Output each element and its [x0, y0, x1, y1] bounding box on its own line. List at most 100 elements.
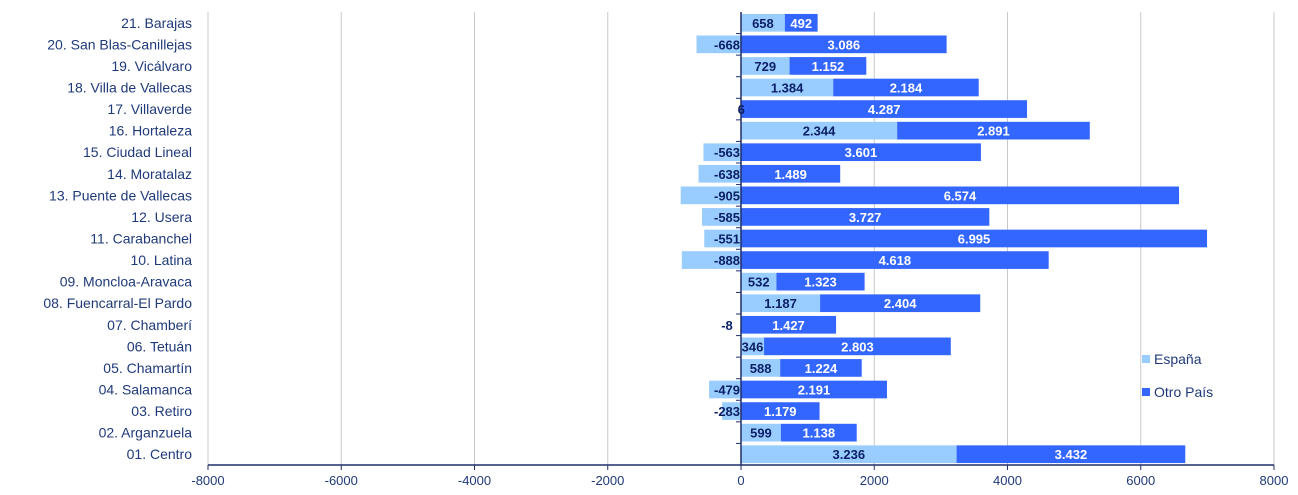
category-label: 11. Carabanchel [90, 231, 192, 247]
category-label: 20. San Blas-Canillejas [47, 36, 192, 52]
data-label-espana: 532 [748, 275, 770, 290]
data-label-espana: 1.384 [771, 81, 804, 96]
bar-otro-pais [741, 402, 820, 420]
data-label-espana: -585 [714, 210, 740, 225]
data-label-espana: 2.344 [803, 124, 836, 139]
data-label-otro-pais: 1.152 [812, 59, 845, 74]
x-tick-label: 8000 [1260, 473, 1289, 488]
bar-espana [703, 143, 741, 162]
x-tick-label: 4000 [993, 473, 1022, 488]
data-label-otro-pais: 1.179 [764, 404, 797, 419]
data-label-otro-pais: 1.427 [772, 318, 805, 333]
bar-otro-pais [741, 186, 1179, 205]
category-label: 16. Hortaleza [109, 123, 192, 139]
data-label-espana: -888 [714, 253, 740, 268]
data-label-otro-pais: 2.184 [890, 81, 923, 96]
data-label-otro-pais: 1.323 [804, 275, 837, 290]
data-label-espana: -551 [714, 232, 740, 247]
bar-espana [722, 402, 741, 420]
bar-otro-pais [741, 164, 841, 183]
category-label: 15. Ciudad Lineal [83, 144, 192, 160]
category-label: 09. Moncloa-Aravaca [60, 274, 193, 290]
category-label: 05. Chamartín [103, 360, 192, 376]
data-label-espana: -8 [721, 318, 733, 333]
data-label-espana: 729 [754, 59, 776, 74]
bar-espana [741, 423, 781, 442]
bar-otro-pais [956, 445, 1186, 464]
data-label-espana: -563 [714, 145, 740, 160]
data-label-otro-pais: 1.224 [805, 361, 838, 376]
bar-otro-pais [784, 13, 818, 32]
bar-otro-pais [741, 100, 1028, 118]
data-label-espana: -479 [714, 383, 740, 398]
data-label-espana: -638 [714, 167, 740, 182]
data-label-espana: -283 [714, 404, 740, 419]
category-label: 07. Chamberí [107, 317, 192, 333]
x-tick-label: -8000 [191, 473, 224, 488]
category-label: 01. Centro [127, 446, 193, 462]
bar-espana [741, 121, 898, 140]
data-label-otro-pais: 3.601 [845, 145, 878, 160]
bar-espana [741, 445, 957, 464]
bar-otro-pais [789, 57, 867, 75]
bar-espana [741, 294, 821, 313]
bar-otro-pais [741, 35, 947, 54]
bar-otro-pais [741, 380, 887, 399]
data-label-otro-pais: 1.138 [803, 426, 836, 441]
bar-espana [704, 229, 741, 248]
bar-otro-pais [897, 121, 1090, 140]
bar-otro-pais [764, 337, 951, 356]
data-label-espana: 588 [750, 361, 772, 376]
bar-espana [709, 380, 741, 399]
bars [680, 13, 1208, 464]
data-labels: 3.236 3.432 599 1.138 -283 1.179 -479 2.191 588 1… [714, 16, 1087, 462]
x-tick-label: -2000 [591, 473, 624, 488]
category-label: 21. Barajas [121, 15, 192, 31]
category-label: 02. Arganzuela [99, 425, 193, 441]
bar-otro-pais [833, 78, 979, 97]
bar-espana [741, 272, 777, 291]
data-label-otro-pais: 4.618 [879, 253, 912, 268]
bar-otro-pais [741, 315, 837, 334]
category-label: 04. Salamanca [99, 382, 193, 398]
data-label-espana: 658 [752, 16, 774, 31]
data-label-espana: 6 [738, 102, 745, 117]
data-label-otro-pais: 3.086 [828, 37, 861, 52]
x-tick-label: 2000 [860, 473, 889, 488]
data-label-otro-pais: 2.803 [841, 339, 874, 354]
category-label: 08. Fuencarral-El Pardo [43, 295, 192, 311]
bar-espana [741, 57, 790, 75]
category-label: 14. Moratalaz [107, 166, 192, 182]
bar-otro-pais [741, 143, 981, 162]
category-label: 18. Villa de Vallecas [67, 80, 192, 96]
data-label-espana: 599 [750, 426, 772, 441]
bar-otro-pais [741, 208, 990, 226]
data-label-espana: 3.236 [833, 447, 866, 462]
legend: España Otro País [1142, 351, 1213, 400]
legend-swatch-otro-pais [1142, 388, 1150, 396]
bar-otro-pais [820, 294, 981, 313]
category-label: 19. Vicálvaro [111, 58, 192, 74]
data-label-espana: 346 [742, 339, 764, 354]
data-label-otro-pais: 492 [790, 16, 812, 31]
data-label-otro-pais: 2.404 [884, 296, 917, 311]
category-label: 12. Usera [131, 209, 192, 225]
bar-otro-pais [776, 272, 865, 291]
bar-espana [741, 13, 785, 32]
bar-espana [681, 251, 741, 269]
x-tick-label: -6000 [325, 473, 358, 488]
data-label-espana: -905 [714, 188, 740, 203]
category-label: 03. Retiro [131, 403, 192, 419]
bar-espana [696, 35, 741, 54]
bar-otro-pais [780, 423, 857, 442]
category-label: 17. Villaverde [107, 101, 192, 117]
data-label-espana: -668 [714, 37, 740, 52]
data-label-espana: 1.187 [764, 296, 797, 311]
data-label-otro-pais: 3.727 [849, 210, 882, 225]
bar-espana [698, 164, 741, 183]
x-tick-label: -4000 [458, 473, 491, 488]
data-label-otro-pais: 6.995 [958, 232, 991, 247]
category-label: 06. Tetuán [127, 338, 192, 354]
x-tick-label: 6000 [1126, 473, 1155, 488]
